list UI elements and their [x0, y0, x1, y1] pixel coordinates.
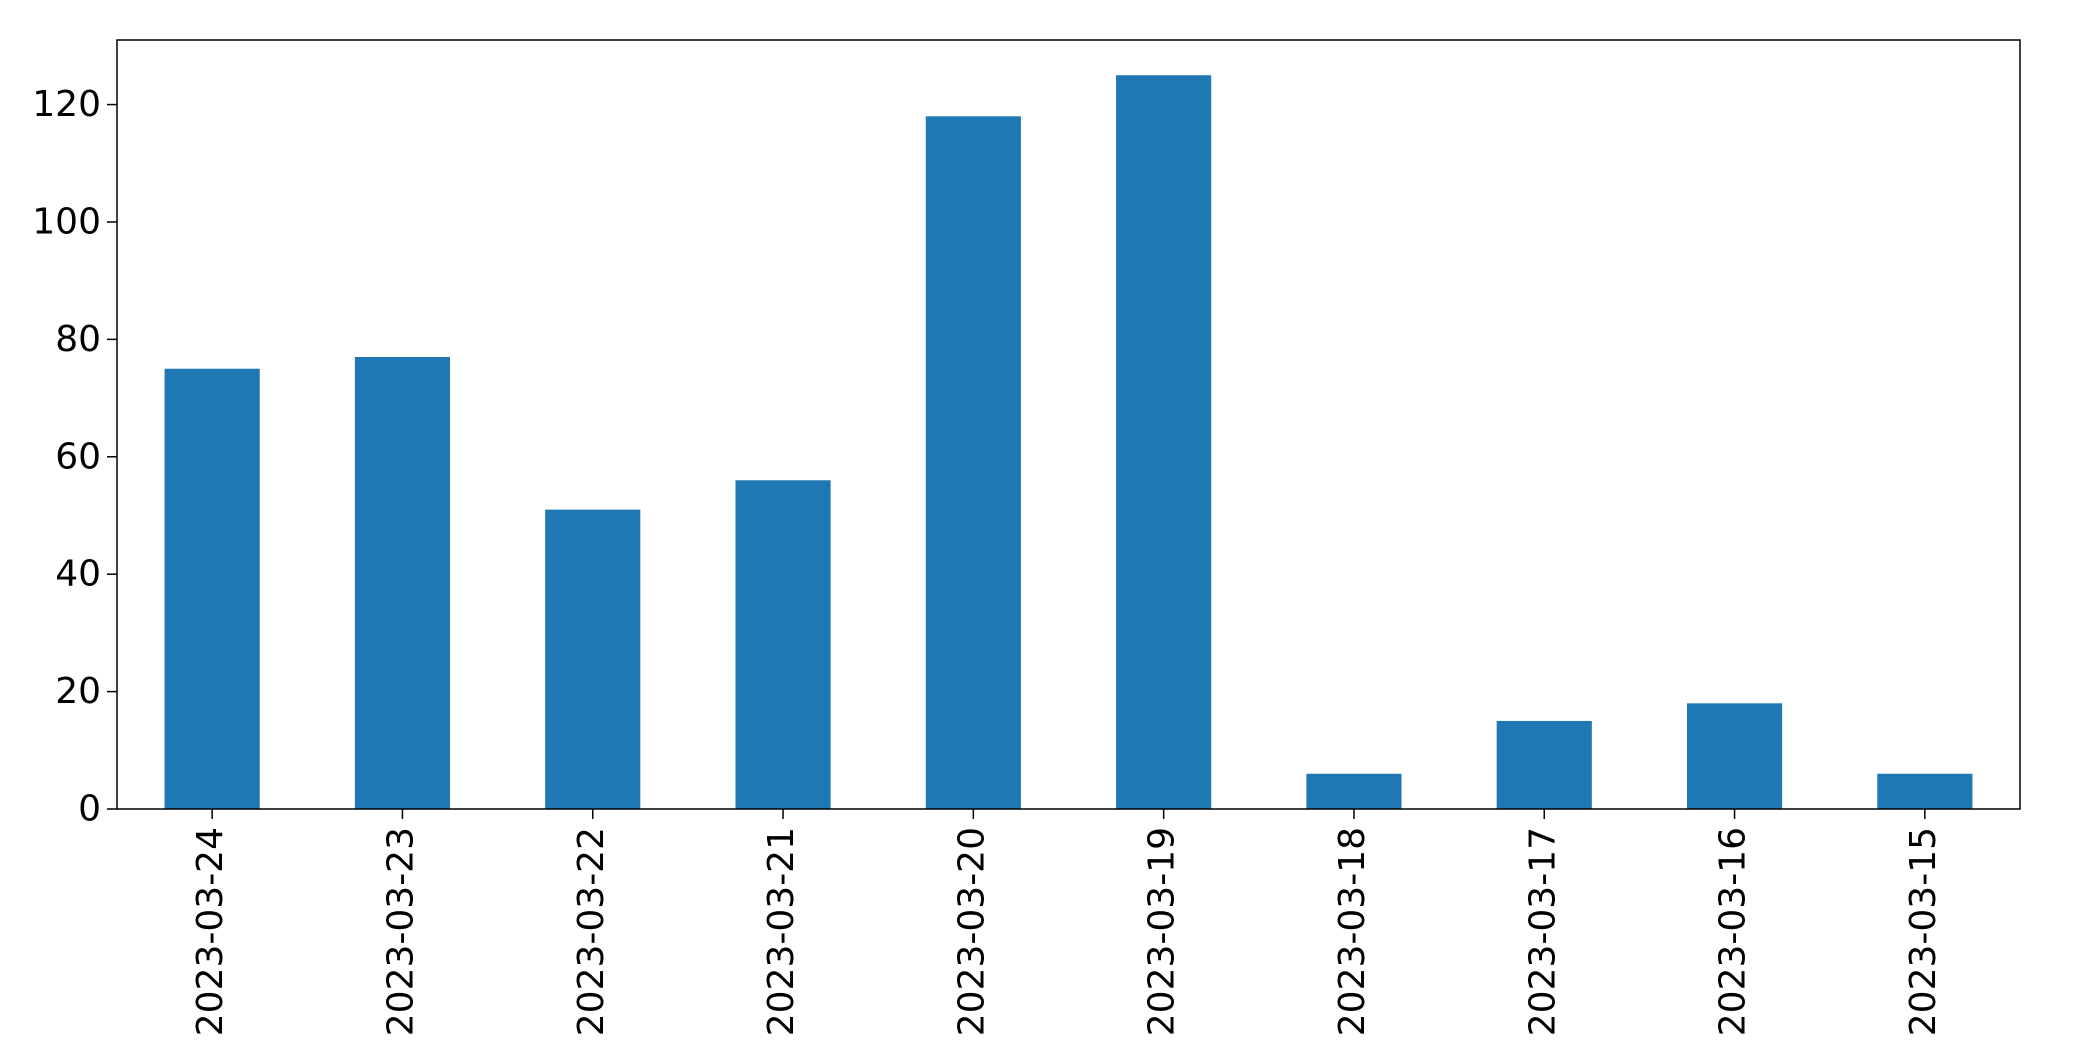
- x-tick-label: 2023-03-16: [1713, 827, 1754, 1036]
- x-tick-label: 2023-03-15: [1903, 827, 1944, 1036]
- y-tick-label: 0: [78, 789, 101, 830]
- x-tick-label: 2023-03-22: [571, 827, 612, 1036]
- bar-2023-03-18: [1306, 773, 1402, 809]
- plot-frame: [116, 39, 2021, 810]
- x-tick-label: 2023-03-19: [1142, 827, 1183, 1036]
- y-tick-label: 40: [55, 554, 101, 595]
- y-tick-label: 100: [32, 201, 101, 242]
- bar-2023-03-23: [354, 356, 451, 809]
- x-tick-label: 2023-03-17: [1522, 827, 1563, 1036]
- bar-2023-03-20: [925, 116, 1021, 809]
- bar-2023-03-17: [1496, 720, 1592, 809]
- y-axis: 0 20 40 60 80 100 120: [32, 84, 117, 830]
- bar-2023-03-21: [735, 480, 831, 809]
- bar-2023-03-19: [1116, 75, 1212, 809]
- y-tick-label: 120: [32, 84, 101, 125]
- y-tick-label: 80: [55, 319, 101, 360]
- bar-2023-03-16: [1686, 703, 1783, 809]
- bar-2023-03-24: [164, 368, 260, 809]
- x-axis: 2023-03-24 2023-03-23 2023-03-22 2023-03-21…: [190, 809, 1944, 1036]
- y-tick-label: 60: [55, 436, 101, 477]
- x-tick-label: 2023-03-21: [761, 827, 802, 1036]
- bars-group: [164, 75, 1973, 809]
- x-tick-label: 2023-03-20: [951, 827, 992, 1036]
- x-tick-label: 2023-03-18: [1332, 827, 1373, 1036]
- x-tick-label: 2023-03-23: [380, 827, 421, 1036]
- y-tick-label: 20: [55, 671, 101, 712]
- bar-2023-03-22: [545, 509, 641, 809]
- x-tick-label: 2023-03-24: [190, 827, 231, 1036]
- bar-2023-03-15: [1877, 773, 1973, 809]
